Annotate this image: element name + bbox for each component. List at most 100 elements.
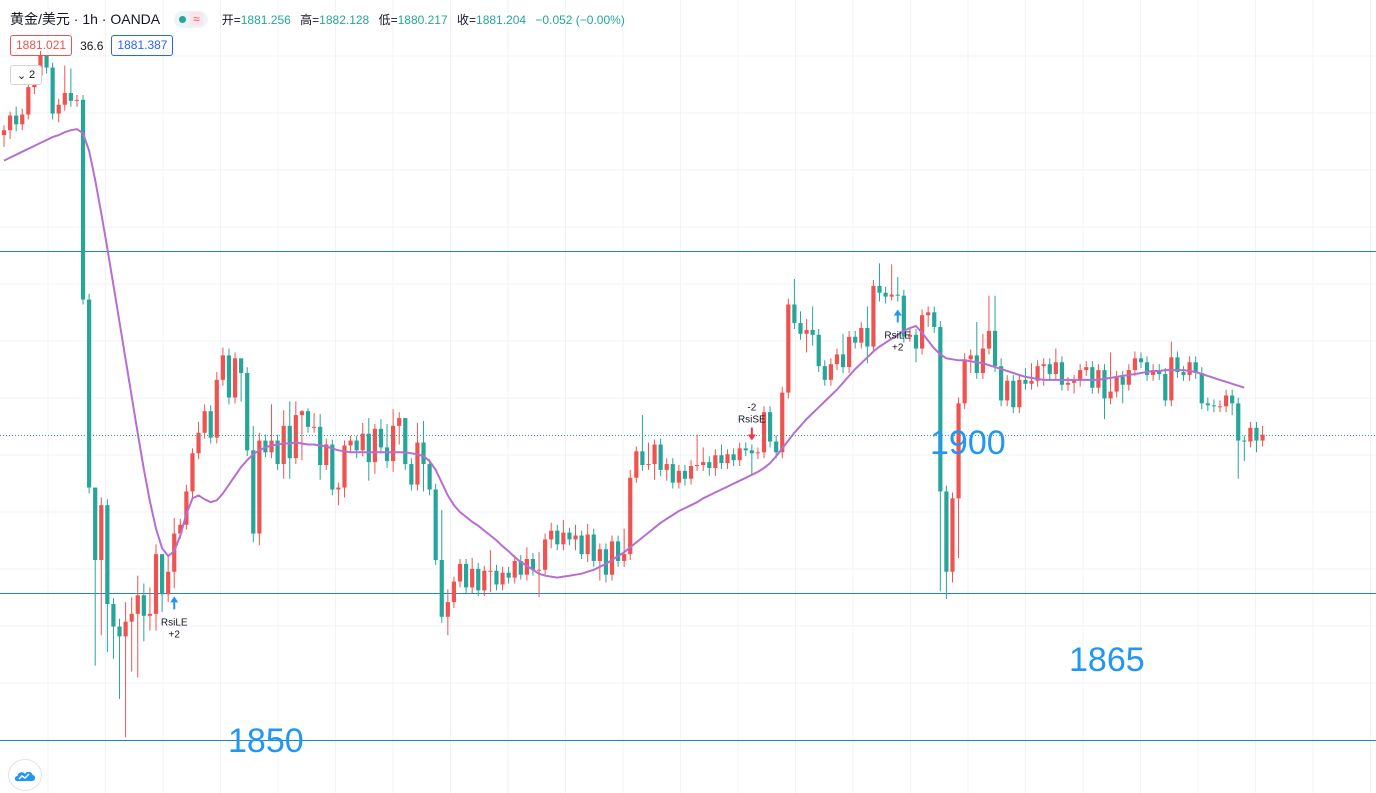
candle-body	[913, 334, 919, 349]
candle-body	[342, 445, 347, 488]
candle-body	[725, 454, 730, 464]
indicators-collapse-button[interactable]: ⌄ 2	[10, 65, 42, 85]
candle-body	[944, 491, 949, 572]
candle-body	[1041, 364, 1046, 367]
indicator-count: 2	[29, 69, 36, 81]
candle-body	[1017, 379, 1022, 408]
candle-body	[506, 572, 511, 578]
candle-body	[208, 411, 213, 438]
quote-row: 1881.021 36.6 1881.387	[10, 35, 174, 56]
candle-body	[1169, 357, 1174, 401]
candle-body	[287, 425, 292, 459]
buy-price-button[interactable]: 1881.387	[111, 35, 174, 56]
candle-body	[840, 354, 846, 368]
candle-body	[907, 334, 913, 337]
candle-body	[828, 364, 833, 380]
level-labels: 1900 1865 1850	[228, 424, 1145, 760]
candle-body	[938, 326, 943, 492]
candle-body	[166, 571, 171, 595]
chart-legend-header: 黄金/美元 · 1h · OANDA ≈ 开=1881.256 高=1882.1…	[10, 10, 631, 28]
candle-body	[427, 464, 432, 490]
candle-body	[774, 441, 779, 453]
candle-body	[999, 366, 1004, 401]
candle-body	[810, 329, 815, 335]
candle-body	[384, 447, 390, 462]
candle-body	[135, 595, 140, 614]
candle-body	[549, 530, 554, 540]
cloud-chart-icon	[14, 771, 36, 781]
candle-body	[324, 444, 329, 466]
tradingview-logo-button[interactable]	[8, 759, 42, 791]
candle-body	[257, 440, 262, 534]
candle-body	[615, 541, 621, 561]
sell-price-button[interactable]: 1881.021	[10, 35, 73, 56]
candle-body	[1211, 405, 1217, 407]
symbol-title[interactable]: 黄金/美元 · 1h · OANDA	[10, 11, 161, 27]
candle-body	[105, 505, 110, 605]
horizontal-levels	[0, 251, 1376, 741]
market-status[interactable]: ≈	[174, 10, 208, 28]
candle-body	[311, 426, 317, 428]
candle-body	[470, 568, 475, 588]
candle-body	[555, 530, 560, 545]
candle-body	[421, 442, 426, 465]
candle-body	[488, 570, 493, 572]
candle-body	[646, 464, 651, 466]
marker-name: RsiLE	[161, 617, 188, 628]
candle-body	[245, 373, 250, 451]
long-arrow-icon	[170, 596, 179, 610]
candle-body	[622, 554, 627, 561]
candle-body	[895, 294, 900, 296]
level-label-1865: 1865	[1069, 641, 1145, 679]
candle-body	[974, 355, 979, 374]
candle-body	[767, 412, 773, 442]
candle-body	[93, 487, 98, 560]
candle-body	[512, 560, 517, 578]
candle-body	[926, 312, 931, 316]
candle-body	[1059, 362, 1065, 385]
candle-body	[1254, 427, 1259, 441]
open-value: 1881.256	[240, 12, 291, 27]
candle-body	[500, 572, 505, 585]
candle-body	[737, 448, 742, 461]
candle-body	[950, 498, 955, 572]
candle-body	[1102, 370, 1107, 399]
candle-body	[494, 570, 499, 585]
candle-body	[117, 626, 122, 637]
candle-body	[847, 336, 852, 368]
candle-body	[463, 563, 469, 588]
high-value: 1882.128	[319, 12, 370, 27]
moving-average-line	[3, 128, 1245, 579]
candle-body	[901, 295, 906, 337]
candle-body	[1217, 406, 1223, 408]
candle-body	[1, 130, 7, 136]
candle-body	[786, 304, 791, 393]
candle-body	[567, 532, 572, 540]
candle-body	[1230, 395, 1235, 404]
candle-body	[348, 440, 353, 446]
candle-body	[518, 560, 523, 575]
candle-body	[962, 359, 967, 404]
candle-body	[1138, 358, 1144, 363]
candle-body	[26, 87, 31, 115]
candle-body	[1248, 427, 1253, 442]
candle-body	[932, 312, 937, 327]
candle-body	[433, 489, 438, 560]
high-label: 高=	[300, 12, 320, 27]
candle-body	[87, 299, 92, 488]
candle-body	[202, 411, 207, 433]
candle-body	[859, 327, 864, 343]
candle-body	[1242, 440, 1247, 442]
candle-body	[457, 563, 463, 582]
candle-body	[634, 451, 639, 478]
candle-body	[980, 348, 985, 374]
wave-icon: ≈	[190, 12, 203, 26]
candle-body	[573, 535, 578, 540]
candle-body	[336, 487, 341, 490]
marker-rsile: RsiLE+2	[161, 596, 188, 640]
candle-body	[780, 392, 785, 453]
candle-body	[682, 470, 688, 479]
candle-body	[1071, 380, 1077, 383]
candle-body	[1132, 358, 1137, 371]
